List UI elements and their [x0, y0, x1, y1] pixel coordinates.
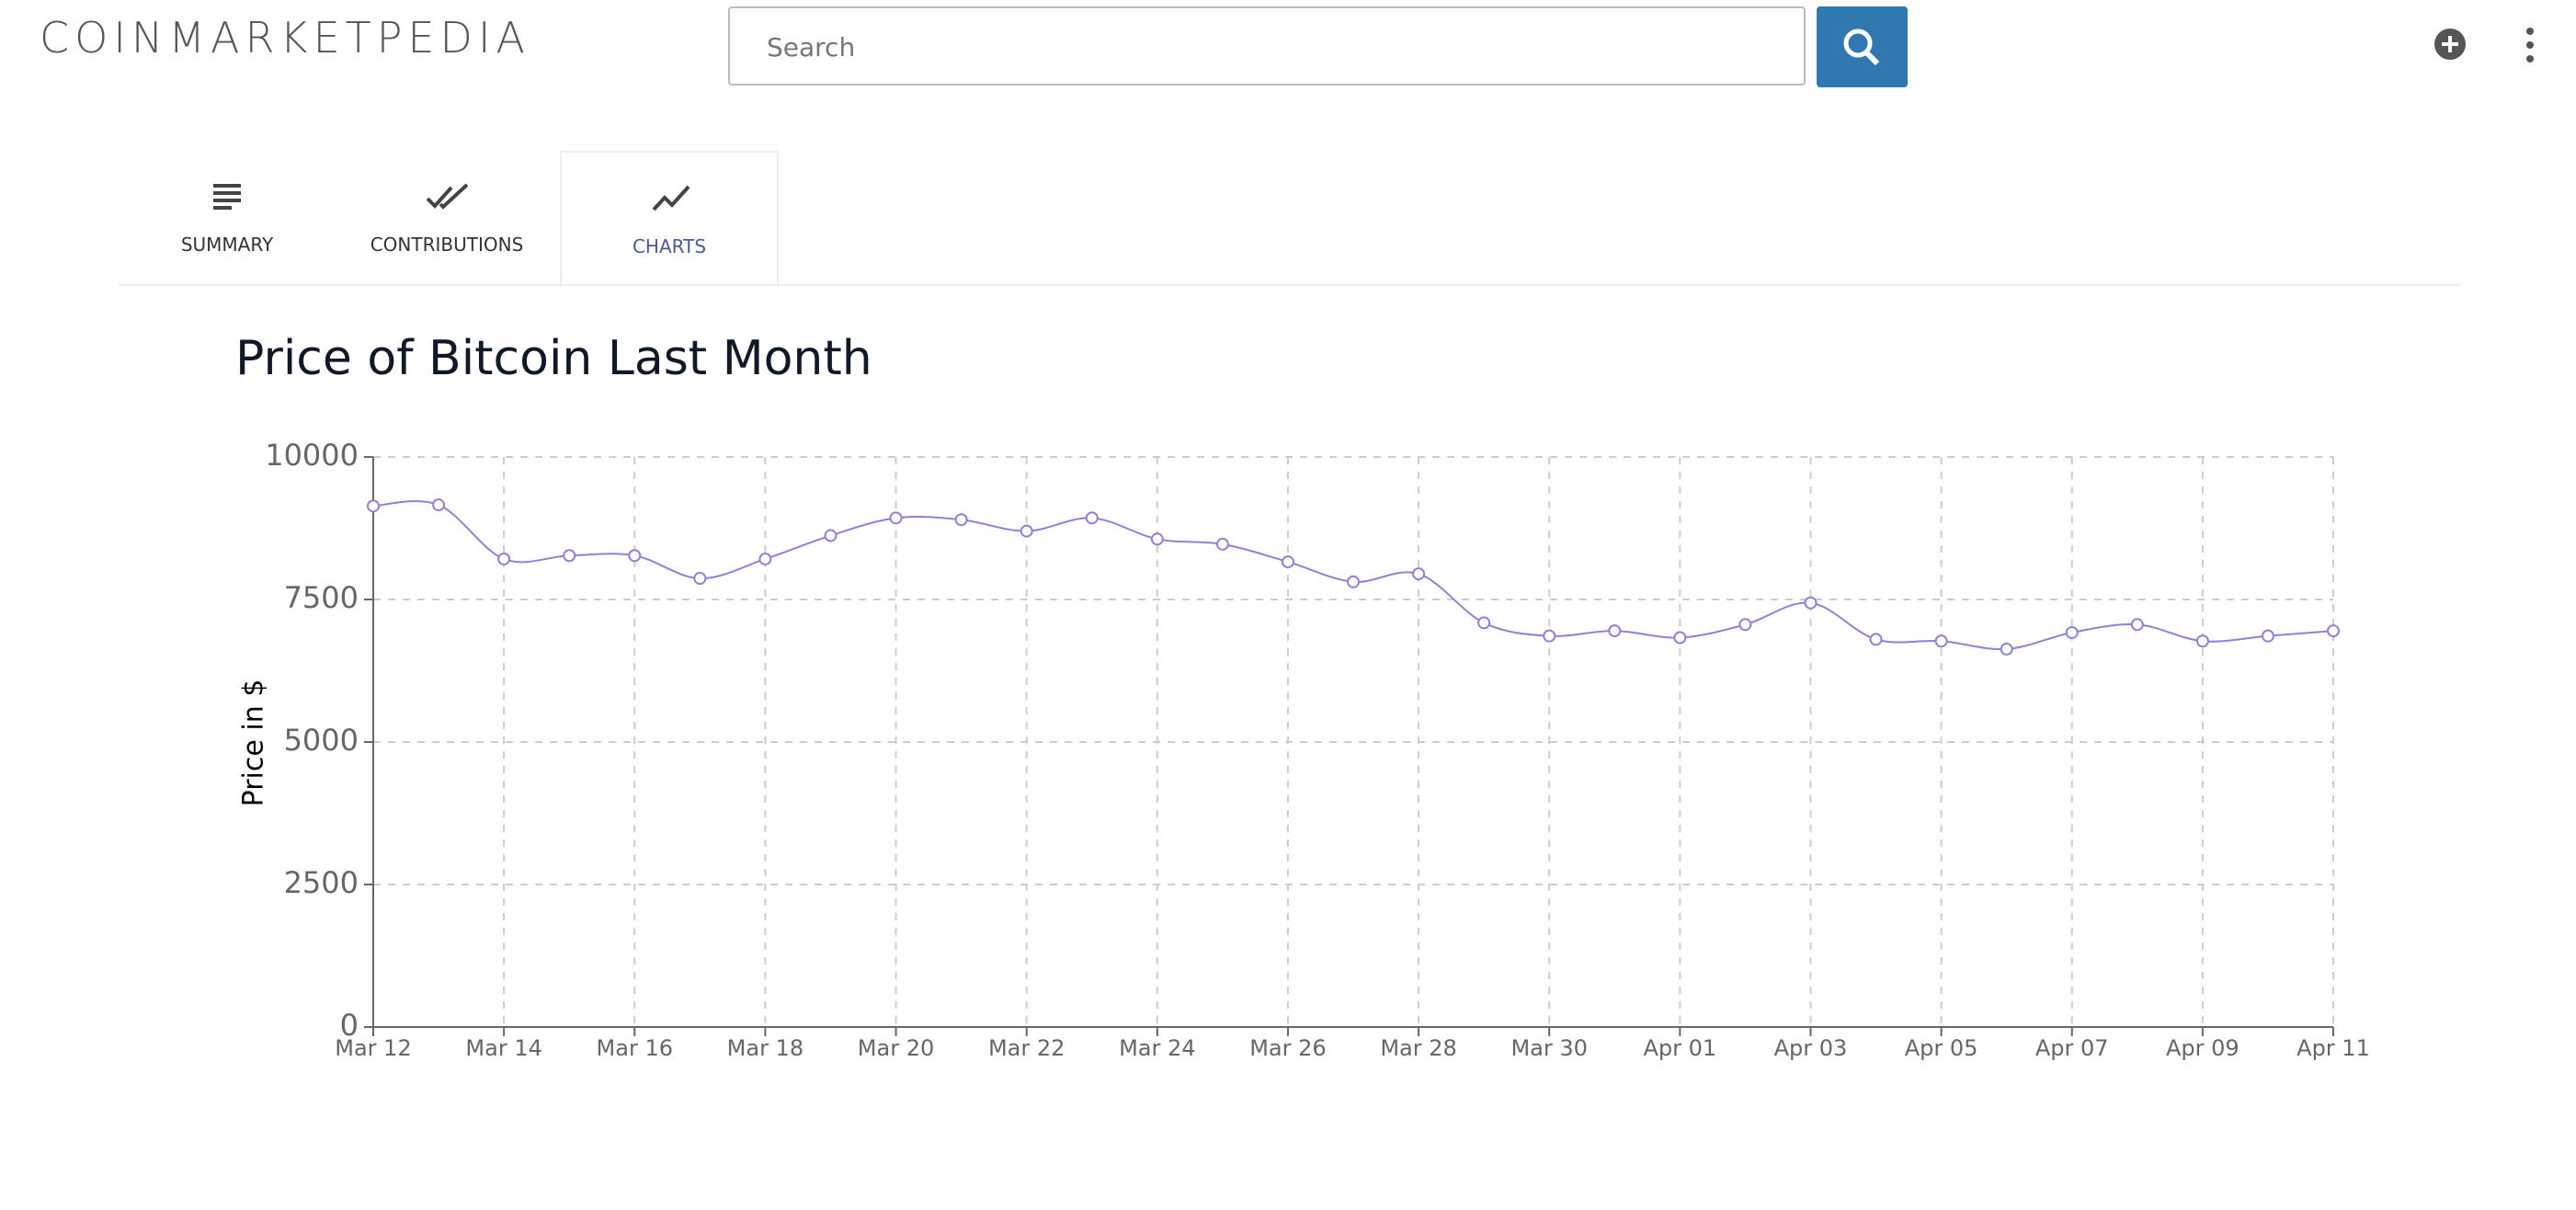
x-tick-label: Apr 01 [1643, 1035, 1716, 1061]
price-point [1543, 629, 1556, 643]
price-point [628, 549, 642, 563]
x-tick-label: Mar 14 [465, 1035, 541, 1061]
x-tick-label: Mar 12 [335, 1035, 411, 1061]
price-point [2130, 618, 2144, 632]
price-point [1673, 631, 1687, 645]
add-button[interactable] [2432, 26, 2468, 63]
price-point [1869, 633, 1883, 646]
price-point [2195, 634, 2209, 648]
price-point [758, 552, 772, 565]
price-point [1608, 624, 1622, 638]
menu-button[interactable] [2519, 26, 2541, 66]
price-point [432, 498, 446, 512]
tab-charts[interactable]: CHARTS [560, 151, 779, 284]
x-tick-label: Mar 22 [988, 1035, 1065, 1061]
x-tick-label: Mar 20 [858, 1035, 934, 1061]
price-point [2000, 642, 2013, 656]
x-tick-label: Mar 28 [1380, 1035, 1456, 1061]
price-point [563, 549, 576, 563]
price-point [1150, 532, 1164, 546]
price-point [1085, 511, 1099, 525]
y-tick-label: 0 [340, 1008, 359, 1043]
tab-divider [119, 284, 2459, 286]
tab-summary[interactable]: SUMMARY [118, 151, 336, 284]
x-tick-label: Mar 26 [1249, 1035, 1326, 1061]
x-tick-label: Mar 24 [1119, 1035, 1195, 1061]
x-tick-label: Apr 07 [2035, 1035, 2109, 1061]
price-point [824, 529, 838, 542]
price-point [2065, 625, 2079, 639]
x-tick-label: Apr 03 [1774, 1035, 1848, 1061]
tab-contributions[interactable]: CONTRIBUTIONS [337, 151, 556, 284]
price-point [1738, 618, 1752, 632]
price-point [693, 572, 707, 586]
x-tick-label: Mar 18 [727, 1035, 804, 1061]
x-tick-label: Apr 09 [2166, 1035, 2240, 1061]
price-point [1347, 575, 1360, 588]
charts-icon [652, 185, 690, 211]
y-tick-label: 2500 [284, 865, 359, 900]
price-point [1020, 524, 1033, 538]
contributions-icon [426, 183, 469, 210]
price-point [1215, 537, 1229, 551]
x-tick-label: Apr 05 [1905, 1035, 1978, 1061]
y-axis-title: Price in $ [238, 679, 270, 807]
x-tick-label: Apr 11 [2297, 1035, 2370, 1061]
price-point [1477, 616, 1491, 630]
price-point [1934, 634, 1948, 648]
price-point [497, 552, 511, 565]
search-button[interactable] [1817, 6, 1908, 87]
price-point [1281, 555, 1294, 569]
price-point [367, 499, 380, 513]
price-line [372, 500, 2334, 651]
price-point [954, 513, 968, 527]
logo[interactable]: COINMARKETPEDIA [40, 13, 531, 63]
tab-label: CHARTS [632, 235, 707, 257]
price-point [2261, 629, 2274, 643]
search-placeholder: Search [767, 32, 856, 63]
search-box[interactable]: Search [728, 6, 1806, 86]
y-tick-label: 5000 [284, 723, 359, 758]
price-point [889, 511, 903, 525]
search-icon [1843, 29, 1880, 66]
tab-label: CONTRIBUTIONS [370, 234, 524, 256]
x-tick-label: Mar 16 [597, 1035, 673, 1061]
price-point [1804, 596, 1818, 610]
price-point [1412, 567, 1426, 581]
tab-label: SUMMARY [180, 234, 274, 256]
chart-title: Price of Bitcoin Last Month [235, 331, 872, 386]
y-tick-label: 10000 [265, 438, 359, 473]
x-tick-label: Mar 30 [1510, 1035, 1587, 1061]
price-point [2327, 624, 2340, 638]
summary-icon [213, 184, 241, 210]
y-tick-label: 7500 [284, 580, 359, 615]
